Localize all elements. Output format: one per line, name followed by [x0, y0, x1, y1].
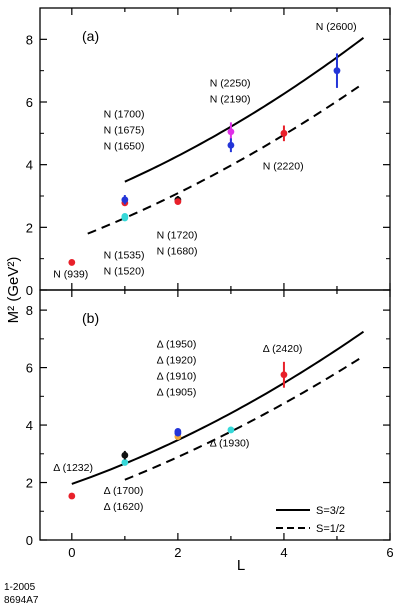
footer-code: 1-2005 8694A7 — [4, 582, 39, 606]
data-point — [121, 212, 129, 220]
x-tick-label: 0 — [68, 545, 75, 560]
panel-frame — [39, 289, 391, 541]
y-tick-label: 8 — [26, 303, 33, 318]
resonance-label: N (1720) N (1680) — [157, 229, 198, 257]
data-point — [227, 128, 235, 136]
data-point — [227, 141, 235, 149]
y-tick-label: 8 — [26, 32, 33, 47]
y-tick-label: 4 — [26, 158, 33, 173]
curve-s1-2 — [87, 82, 365, 235]
y-tick-label: 6 — [26, 95, 33, 110]
data-point — [68, 259, 76, 266]
curve-s3-2 — [124, 36, 365, 183]
data-point — [227, 426, 235, 434]
resonance-label: N (2250) N (2190) — [210, 77, 251, 105]
legend-label: S=3/2 — [316, 505, 345, 517]
shared-axis-labels: M² (GeV²) L — [5, 257, 245, 574]
y-tick-label: 2 — [26, 476, 33, 491]
data-point — [280, 371, 288, 379]
data-point — [68, 492, 76, 500]
data-point — [174, 427, 182, 435]
data-point — [121, 459, 129, 466]
data-point — [121, 196, 129, 204]
y-tick-label: 6 — [26, 361, 33, 376]
resonance-label: N (2600) — [316, 21, 357, 33]
y-tick-label: 0 — [26, 533, 33, 548]
panel-b: 0 2 4 6 8 0 2 4 6 (b) Δ (1232) Δ (1700) Δ (1620) Δ (1… — [26, 289, 394, 560]
footer-line-2: 8694A7 — [4, 595, 39, 606]
y-tick-label: 0 — [26, 283, 33, 298]
resonance-label: N (1700) N (1675) N (1650) — [104, 109, 145, 153]
data-point — [280, 129, 288, 137]
resonance-label: Δ (2420) — [263, 343, 303, 355]
y-axis-label: M² (GeV²) — [5, 257, 22, 324]
panel-a: 0 2 4 6 8 (a) N (939) N (1535) N (1520) N (1700) N… — [26, 7, 391, 298]
panel-frame — [39, 7, 391, 291]
curve-s3-2 — [71, 330, 365, 485]
y-tick-label: 2 — [26, 220, 33, 235]
resonance-label: N (939) — [53, 268, 88, 280]
x-tick-label: 6 — [386, 545, 393, 560]
x-axis-label: L — [237, 557, 245, 574]
y-tick-label: 4 — [26, 418, 33, 433]
resonance-label: Δ (1930) — [210, 438, 250, 450]
resonance-label: N (2220) — [263, 160, 304, 172]
legend-label: S=1/2 — [316, 523, 345, 535]
panel-label: (b) — [82, 310, 99, 326]
resonance-label: Δ (1232) — [53, 462, 93, 474]
x-tick-label: 4 — [280, 545, 287, 560]
resonance-label: Δ (1700) Δ (1620) — [104, 485, 144, 513]
resonance-label: Δ (1950) Δ (1920) Δ (1910) Δ (1905) — [157, 338, 197, 398]
panel-label: (a) — [82, 28, 99, 44]
resonance-label: N (1535) N (1520) — [104, 250, 145, 278]
x-tick-label: 2 — [174, 545, 181, 560]
footer-line-1: 1-2005 — [4, 582, 36, 593]
data-point — [121, 451, 129, 459]
data-point — [333, 67, 341, 75]
data-point — [174, 198, 182, 206]
